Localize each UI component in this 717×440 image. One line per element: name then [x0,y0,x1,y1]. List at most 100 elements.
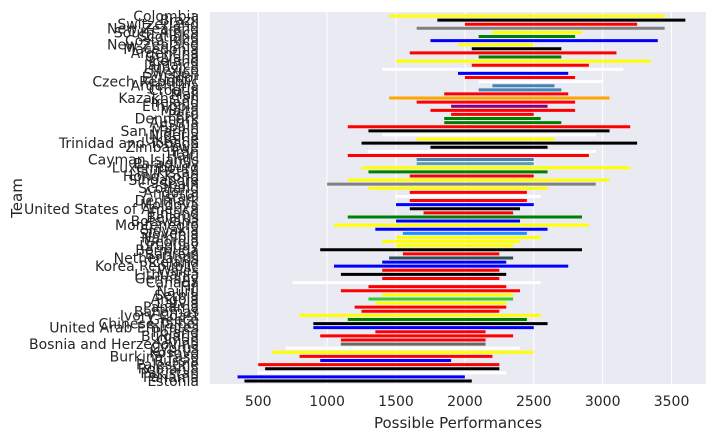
y-tick-label: Denmark [135,194,200,210]
y-tick-label: Cayman Islands [88,153,199,169]
y-tick-label: Paraguay [134,157,199,173]
y-tick-label: Ivory Coast [120,308,200,324]
y-tick-label: Mexico [150,62,199,78]
y-tick-label: Spain [160,177,199,193]
y-tick-label: Ethiopia [142,99,199,115]
y-tick-label: Russia [154,353,199,369]
y-tick-label: Lithuania [134,267,199,283]
y-tick-label: Ecuador [142,71,199,87]
y-tick-label: Switzerland [117,17,199,33]
y-tick-label: Bulgaria [141,329,199,345]
y-tick-label: Ukraine [145,132,199,148]
y-tick-label: Greece [149,312,199,328]
y-tick-label: Montenegro [115,218,199,234]
y-tick-label: Argentina [131,46,199,62]
y-tick-label: Spain [160,120,199,136]
y-tick-label: Mali [171,87,199,103]
y-tick-label: Belarus [146,210,199,226]
y-tick-label: Bahamas [134,304,199,320]
y-tick-label: Bahrain [145,247,199,263]
y-tick-label: South Africa [114,25,199,41]
y-tick-label: Trinidad and Tobago [58,136,199,152]
y-tick-label: Zimbabwe [125,140,199,156]
y-tick-label: Austria [150,116,199,132]
y-tick-label: Fiji [180,280,199,296]
y-tick-label: Kosovo [149,345,199,361]
x-tick-2500: 2500 [516,394,552,410]
y-tick-label: Poland [152,325,199,341]
y-tick-label: Brazil [160,13,199,29]
y-tick-label: San Marino [120,124,199,140]
y-tick-label: Moldova [140,198,199,214]
y-tick-label: United States of America [24,202,199,218]
y-tick-label: Macedonia [123,42,199,58]
y-tick-label: Luxembourg [112,161,199,177]
y-tick-label: Israel [161,189,199,205]
y-tick-label: Korea Republic [95,259,199,275]
y-tick-label: Bosnia and Herzegovina [29,337,199,353]
y-tick-label: Andorra [143,185,199,201]
y-tick-label: Hong Kong [123,169,199,185]
y-tick-label: Germany [135,271,199,287]
y-tick-label: Angola [151,292,199,308]
y-tick-label: Netherlands [114,251,199,267]
y-tick-label: Nauru [156,284,199,300]
y-tick-label: Botswana [131,214,199,230]
y-tick-label: Iceland [148,255,199,271]
y-tick-label: Kazakhstan [118,91,199,107]
y-tick-label: Chinese Taipei [99,317,199,333]
x-tick-1500: 1500 [378,394,414,410]
y-tick-label: Ireland [151,95,199,111]
x-tick-1000: 1000 [309,394,345,410]
y-tick-label: Sweden [144,66,199,82]
x-tick-3500: 3500 [654,394,690,410]
y-tick-label: Panama [143,300,199,316]
y-tick-label: Wales [158,263,199,279]
y-tick-label: Argentina [131,79,199,95]
y-tick-label: Guyana [145,50,199,66]
y-tick-label: Oman [157,333,199,349]
x-axis-title: Possible Performances [374,414,542,432]
y-tick-label: Iceland [148,54,199,70]
y-tick-label: Czech Republic [92,75,199,91]
range-bars [237,14,686,383]
y-tick-label: Costa Rica [125,34,199,50]
y-tick-label: Denmark [135,112,200,128]
y-tick-label: Slovakia [140,222,199,238]
y-tick-label: Palestine [136,358,199,374]
x-tick-500: 500 [245,394,272,410]
y-tick-label: Finland [149,206,199,222]
y-tick-label: Jamaica [143,58,199,74]
y-tick-label: New Zealand [107,21,199,37]
y-tick-label: Burkina Faso [110,349,199,365]
y-tick-label: Croatia [149,83,199,99]
y-axis-title: Team [8,178,26,219]
y-tick-label: Latvia [156,296,199,312]
y-tick-label: Peru [168,107,199,123]
y-tick-label: Serbia [154,288,199,304]
x-tick-2000: 2000 [447,394,483,410]
y-tick-label: Georgia [144,235,199,251]
y-tick-label: Haiti [167,148,199,164]
y-tick-label: New Zealand [107,38,199,54]
y-tick-label: Pakistan [140,366,199,382]
y-tick-label: Panama [143,370,199,386]
y-tick-label: Bermuda [135,243,199,259]
y-tick-label: Scotland [138,181,199,197]
y-tick-label: Cyprus [150,341,199,357]
y-tick-label: Scotland [138,30,199,46]
y-tick-label: Estonia [147,374,199,390]
y-tick-label: Tajikistan [133,165,199,181]
y-tick-label: Canada [146,276,199,292]
y-tick-label: Colombia [133,9,199,25]
y-tick-label: Uruguay [140,239,200,255]
y-tick-label: Nigeria [149,128,199,144]
y-tick-label: Namibia [141,230,199,246]
y-tick-label: Iran [172,144,199,160]
y-tick-label: United Arab Emirates [49,321,199,337]
x-tick-labels: 500 1000 1500 2000 2500 3000 3500 [245,394,690,410]
y-tick-label: Slovenia [139,226,199,242]
y-tick-label: Romania [138,362,199,378]
